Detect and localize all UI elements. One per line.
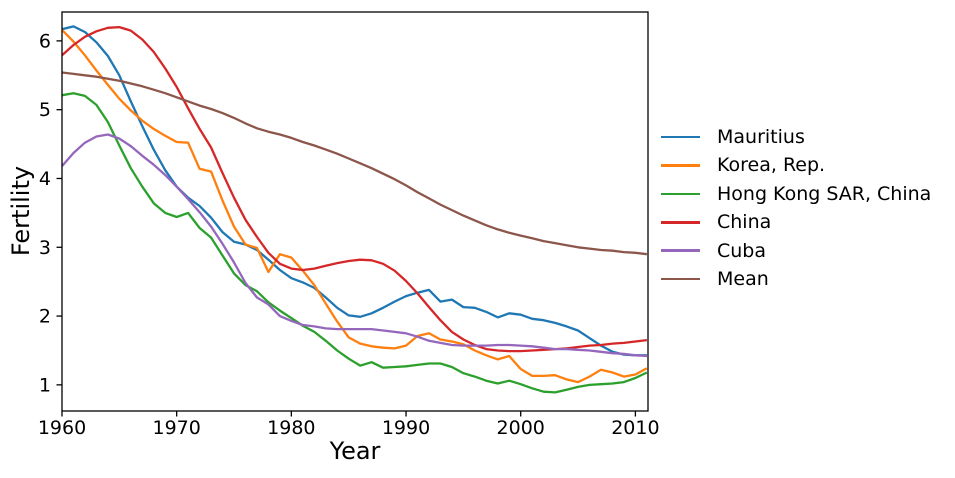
y-tick-label: 2 xyxy=(39,306,51,328)
series-line-mauritius xyxy=(62,25,647,357)
x-tick-label: 1960 xyxy=(38,417,86,439)
series-lines xyxy=(62,25,648,394)
y-tick-label: 5 xyxy=(39,99,51,121)
legend: Mauritius Korea, Rep. Hong Kong SAR, Chi… xyxy=(661,123,931,293)
legend-label-cuba: Cuba xyxy=(717,239,767,262)
legend-item-mean: Mean xyxy=(661,265,931,293)
legend-swatch-mauritius xyxy=(661,135,700,139)
series-line-mean xyxy=(62,71,648,256)
legend-item-china: China xyxy=(661,208,931,236)
series-line-cuba xyxy=(62,133,647,358)
legend-label-china: China xyxy=(717,211,772,234)
legend-item-korea: Korea, Rep. xyxy=(661,151,931,179)
legend-label-mean: Mean xyxy=(717,267,769,290)
legend-swatch-cuba xyxy=(661,249,700,253)
x-axis-label: Year xyxy=(329,437,381,465)
series-line-china xyxy=(62,25,648,353)
legend-label-mauritius: Mauritius xyxy=(717,126,805,148)
y-tick-label: 6 xyxy=(39,30,51,52)
x-tick-label: 2010 xyxy=(611,417,659,439)
legend-swatch-korea xyxy=(661,164,700,167)
legend-item-mauritius: Mauritius xyxy=(661,123,931,151)
legend-swatch-mean xyxy=(661,277,700,281)
series-line-korea-rep xyxy=(62,29,648,384)
x-tick-label: 1980 xyxy=(267,417,315,439)
axes-frame xyxy=(61,11,649,412)
legend-label-hong-kong: Hong Kong SAR, China xyxy=(717,182,932,205)
y-tick-label: 1 xyxy=(39,374,51,396)
legend-label-korea: Korea, Rep. xyxy=(717,154,826,177)
legend-swatch-china xyxy=(661,221,700,224)
y-tick-label: 4 xyxy=(39,168,51,190)
y-tick-label: 3 xyxy=(39,237,51,259)
x-tick-label: 1970 xyxy=(152,417,200,439)
legend-swatch-hong-kong xyxy=(661,192,700,196)
x-tick-label: 2000 xyxy=(497,417,545,439)
legend-item-hong-kong: Hong Kong SAR, China xyxy=(661,180,931,208)
legend-item-cuba: Cuba xyxy=(661,237,931,265)
y-axis-label: Fertility xyxy=(7,165,35,257)
series-line-hong-kong-sar-china xyxy=(62,92,648,394)
x-tick-label: 1990 xyxy=(382,417,430,439)
